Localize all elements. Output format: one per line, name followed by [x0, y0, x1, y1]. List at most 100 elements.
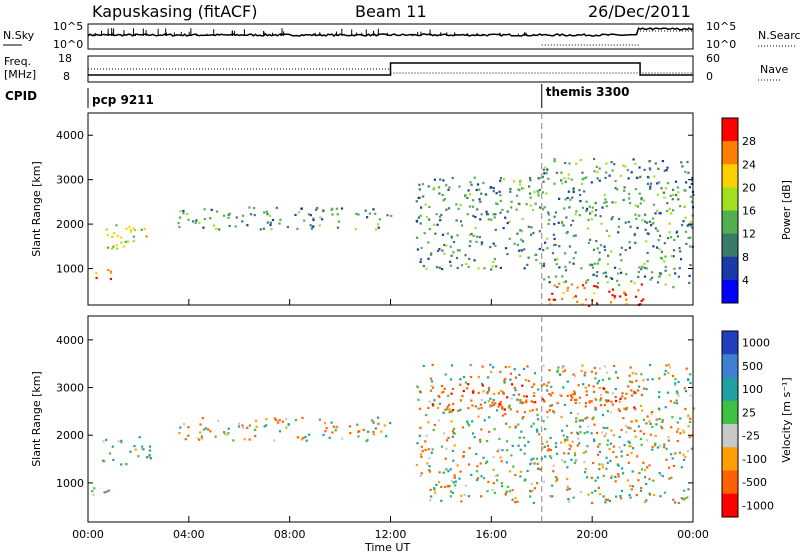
data-cell: [675, 231, 678, 234]
data-cell: [476, 183, 480, 186]
data-cell: [572, 262, 575, 265]
nsky-line: [87, 27, 694, 38]
data-cell: [564, 252, 567, 255]
data-cell: [620, 489, 624, 492]
data-cell: [672, 498, 675, 501]
data-cell: [679, 205, 682, 208]
data-cell: [459, 220, 463, 223]
data-cell: [608, 448, 611, 451]
data-cell: [424, 448, 427, 451]
data-cell: [530, 458, 533, 461]
data-cell: [684, 456, 687, 459]
data-cell: [592, 273, 595, 276]
data-cell: [628, 246, 631, 249]
data-cell: [574, 234, 577, 237]
data-cell: [447, 394, 450, 397]
data-cell: [506, 253, 509, 256]
data-cell: [529, 490, 532, 493]
data-cell: [570, 283, 573, 286]
data-cell: [603, 248, 607, 252]
data-cell: [609, 301, 613, 304]
data-cell: [479, 403, 482, 406]
data-cell: [482, 181, 485, 185]
data-cell: [637, 270, 640, 274]
data-cell: [614, 475, 617, 478]
data-cell: [644, 220, 647, 223]
data-cell: [688, 274, 691, 277]
data-cell: [566, 485, 569, 488]
data-cell: [597, 282, 600, 285]
data-cell: [584, 405, 587, 408]
data-cell: [651, 378, 654, 381]
data-cell: [575, 420, 578, 423]
data-cell: [217, 419, 220, 422]
data-cell: [435, 213, 438, 216]
data-cell: [488, 416, 491, 419]
data-cell: [666, 209, 669, 213]
data-cell: [598, 258, 601, 261]
data-cell: [631, 470, 634, 473]
data-cell: [632, 158, 635, 161]
cpid-segment-label: pcp 9211: [92, 93, 154, 107]
data-cell: [536, 413, 539, 417]
data-cell: [140, 447, 143, 450]
data-cell: [421, 450, 424, 453]
data-cell: [508, 426, 511, 429]
data-cell: [465, 262, 468, 266]
data-cell: [635, 379, 638, 382]
data-cell: [590, 181, 593, 184]
data-cell: [149, 457, 152, 460]
data-cell: [605, 456, 608, 459]
data-cell: [492, 366, 495, 369]
data-cell: [619, 497, 623, 500]
data-cell: [571, 396, 574, 399]
data-cell: [581, 178, 584, 181]
data-cell: [504, 493, 507, 496]
data-cell: [543, 383, 546, 386]
data-cell: [504, 216, 507, 219]
data-cell: [385, 435, 388, 438]
data-cell: [334, 427, 338, 430]
data-cell: [661, 420, 664, 423]
data-cell: [564, 280, 567, 283]
data-cell: [640, 283, 643, 286]
data-cell: [674, 501, 677, 504]
data-cell: [664, 255, 667, 258]
data-cell: [455, 256, 459, 260]
data-cell: [496, 203, 499, 206]
data-cell: [591, 263, 594, 266]
data-cell: [644, 476, 647, 479]
time-axis: 00:00 04:00 08:00 12:00 16:00 20:00 00:00: [72, 299, 709, 541]
data-cell: [658, 445, 662, 448]
colorbar-segment: [722, 118, 738, 142]
data-cell: [585, 209, 588, 213]
data-cell: [499, 199, 502, 202]
data-cell: [646, 221, 649, 224]
data-cell: [628, 445, 631, 448]
data-cell: [533, 462, 536, 465]
data-cell: [675, 194, 678, 197]
data-cell: [642, 432, 646, 435]
data-cell: [129, 230, 132, 233]
data-cell: [473, 436, 476, 439]
data-cell: [552, 233, 555, 236]
colorbar-frame: [721, 117, 739, 304]
data-cell: [542, 264, 545, 267]
data-cell: [624, 221, 627, 224]
data-cell: [533, 383, 536, 386]
data-cell: [466, 387, 469, 390]
data-cell: [447, 470, 450, 473]
data-cell: [557, 221, 560, 224]
data-cell: [478, 188, 481, 191]
data-cell: [618, 435, 621, 439]
colorbar-segment: [722, 424, 738, 448]
data-cell: [556, 402, 559, 405]
data-cell: [367, 430, 370, 433]
data-cell: [630, 394, 634, 397]
data-cell: [424, 440, 427, 443]
data-cell: [436, 223, 439, 226]
data-cell: [625, 273, 628, 276]
data-cell: [603, 403, 606, 407]
data-cell: [638, 192, 641, 195]
data-cell: [566, 286, 569, 289]
